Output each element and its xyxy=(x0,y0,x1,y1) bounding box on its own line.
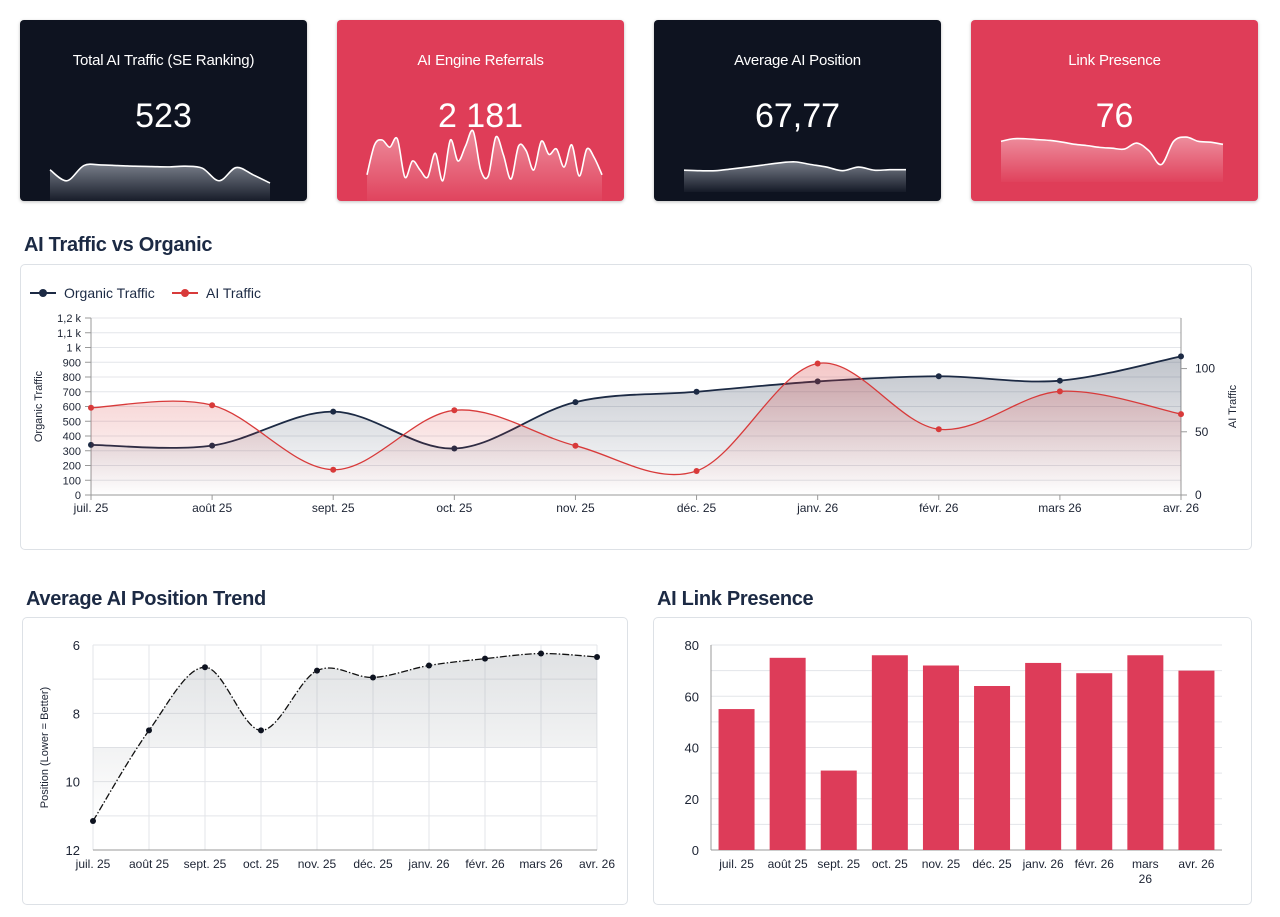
section-title-traffic: AI Traffic vs Organic xyxy=(24,234,213,256)
kpi-title: Total AI Traffic (SE Ranking) xyxy=(72,52,255,69)
sparkline-line xyxy=(49,163,271,184)
kpi-card-total-ai-traffic[interactable]: Total AI Traffic (SE Ranking) 523 xyxy=(20,20,307,201)
kpi-title: Link Presence xyxy=(1068,52,1161,69)
section-title-presence: AI Link Presence xyxy=(657,588,814,610)
kpi-card-average-ai-position[interactable]: Average AI Position 67,77 xyxy=(654,20,941,201)
section-title-position: Average AI Position Trend xyxy=(26,588,266,610)
kpi-value: 67,77 xyxy=(754,97,841,135)
position-chart-panel xyxy=(22,617,628,905)
sparkline-area xyxy=(684,161,906,192)
presence-chart-panel xyxy=(653,617,1252,905)
kpi-card-ai-engine-referrals[interactable]: AI Engine Referrals 2 181 xyxy=(337,20,624,201)
sparkline xyxy=(683,161,907,192)
kpi-title: AI Engine Referrals xyxy=(417,52,544,69)
sparkline xyxy=(1000,136,1224,182)
kpi-title: Average AI Position xyxy=(734,52,861,69)
sparkline-area xyxy=(1001,137,1223,182)
traffic-chart-panel xyxy=(20,264,1252,550)
kpi-card-link-presence[interactable]: Link Presence 76 xyxy=(971,20,1258,201)
sparkline-line xyxy=(366,129,603,182)
sparkline xyxy=(49,163,271,201)
kpi-value: 2 181 xyxy=(437,97,524,135)
sparkline-area xyxy=(50,164,270,201)
kpi-value: 523 xyxy=(135,97,192,135)
sparkline xyxy=(366,129,603,201)
sparkline-line xyxy=(683,161,907,172)
sparkline-line xyxy=(1000,136,1224,166)
kpi-value: 76 xyxy=(1095,97,1134,135)
sparkline-area xyxy=(367,130,602,201)
